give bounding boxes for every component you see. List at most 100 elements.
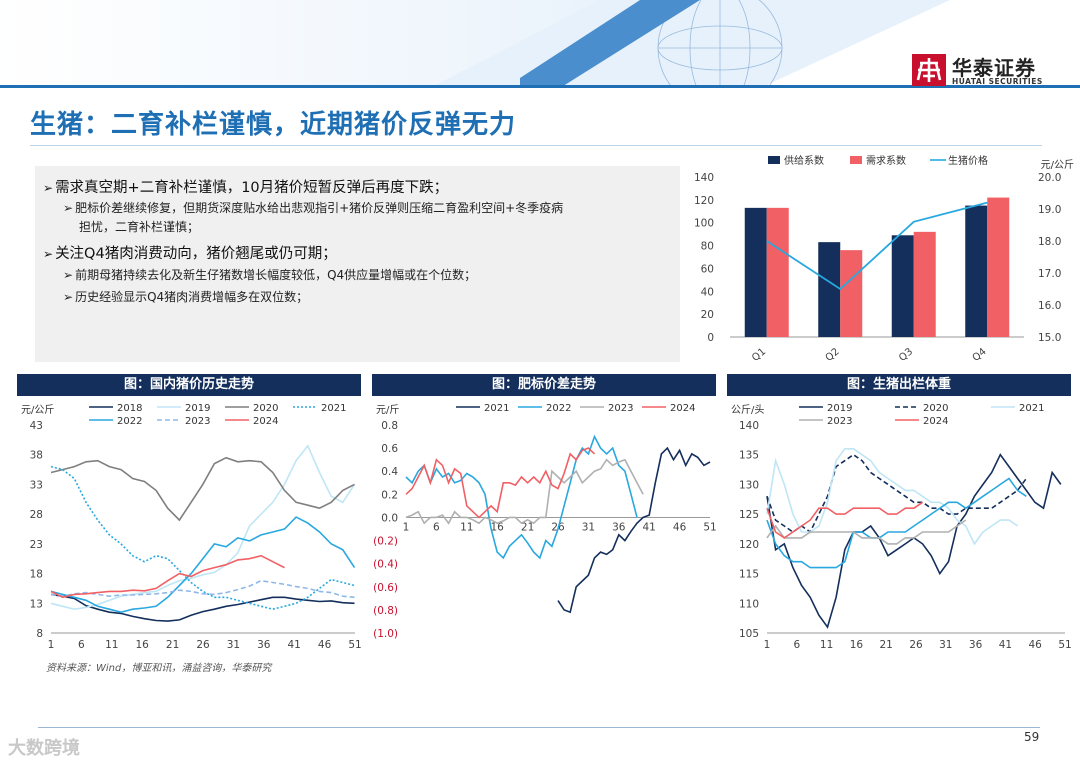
series-line-2024 bbox=[766, 501, 924, 539]
series-line-2019 bbox=[50, 444, 356, 611]
x-tick-label: 36 bbox=[969, 639, 983, 651]
y-tick-label: 0.2 bbox=[381, 489, 398, 501]
arrow-right-icon: ➢ bbox=[63, 201, 74, 215]
y-tick-label: 28 bbox=[30, 509, 43, 521]
y-tick-label: 23 bbox=[30, 539, 43, 551]
logo-en: HUATAI SECURITIES bbox=[952, 77, 1043, 86]
source-note: 资料来源：Wind，博亚和讯，涌益咨询，华泰研究 bbox=[46, 663, 272, 674]
x-tick-label: 41 bbox=[999, 639, 1012, 651]
y-tick-label: (1.0) bbox=[373, 628, 398, 640]
legend-label-2021: 2021 bbox=[321, 403, 346, 414]
y-tick-label: 13 bbox=[30, 598, 43, 610]
y2-tick-label: 17.0 bbox=[1038, 268, 1061, 280]
y-tick-label: 8 bbox=[36, 628, 43, 640]
x-tick-label: Q1 bbox=[750, 346, 768, 362]
x-tick-label: 51 bbox=[703, 521, 716, 533]
series-line-2022 bbox=[766, 477, 1027, 569]
panel-title-2: 图：肥标价差走势 bbox=[372, 374, 716, 396]
series-line-2021 bbox=[557, 446, 711, 614]
legend-label-2019: 2019 bbox=[827, 403, 852, 414]
pig-price-history-chart: 元/公斤 2018 2019 2020 2021 2022 2023 2024 8 13 18 23 2… bbox=[21, 403, 362, 651]
x-tick-label: 16 bbox=[491, 521, 505, 533]
bar-需求系数-Q3 bbox=[913, 231, 936, 337]
y-tick-label: 43 bbox=[30, 420, 43, 432]
x-tick-label: 11 bbox=[105, 639, 118, 651]
legend-label-2024: 2024 bbox=[253, 416, 278, 427]
series-line-2020 bbox=[50, 456, 355, 522]
bullet-2-2-text: 历史经验显示Q4猪肉消费增幅多在双位数； bbox=[75, 290, 309, 304]
series-line-2023 bbox=[50, 579, 355, 599]
bar-需求系数-Q2 bbox=[840, 250, 863, 337]
x-tick-label: 41 bbox=[288, 639, 301, 651]
title-divider bbox=[30, 145, 1042, 146]
y-tick-label: 80 bbox=[701, 241, 714, 253]
bullet-1-1-cont: 担忧，二育补栏谨慎； bbox=[79, 220, 200, 234]
x-tick-label: 46 bbox=[673, 521, 687, 533]
series-line-2023 bbox=[405, 458, 644, 525]
arrow-right-icon: ➢ bbox=[63, 290, 74, 304]
legend-label-2018: 2018 bbox=[117, 403, 142, 414]
y-tick-label: 33 bbox=[30, 479, 43, 491]
y-tick-label: 115 bbox=[739, 569, 759, 581]
y-tick-label: 0.0 bbox=[381, 512, 398, 524]
series-line-2022 bbox=[405, 434, 638, 560]
y-tick-label: (0.2) bbox=[373, 536, 398, 548]
y-tick-label: 105 bbox=[739, 628, 759, 640]
legend-label-2024: 2024 bbox=[670, 403, 695, 414]
summary-box: ➢ 需求真空期+二育补栏谨慎，10月猪价短暂反弹后再度下跌； ➢ 肥标价差继续修复，… bbox=[35, 166, 680, 362]
series-line-2022 bbox=[50, 516, 356, 614]
x-tick-label: 51 bbox=[348, 639, 361, 651]
watermark: 大数跨境 bbox=[8, 738, 80, 759]
x-tick-label: 31 bbox=[582, 521, 595, 533]
line-生猪价格 bbox=[766, 201, 988, 291]
bullet-2: ➢ 关注Q4猪肉消费动向，猪价翘尾或仍可期； bbox=[43, 242, 337, 263]
y-tick-label: 0.6 bbox=[381, 443, 398, 455]
y-tick-label: 140 bbox=[694, 172, 714, 184]
y2-tick-label: 20.0 bbox=[1038, 172, 1061, 184]
bar-供给系数-Q2 bbox=[818, 242, 841, 337]
bullet-1-text: 需求真空期+二育补栏谨慎，10月猪价短暂反弹后再度下跌； bbox=[55, 180, 449, 196]
supply-demand-chart: 供给系数 需求系数 生猪价格 元/公斤 0 20 40 60 80 100 120 140 15.0 16… bbox=[694, 154, 1074, 362]
x-tick-label: 6 bbox=[78, 639, 85, 651]
panel-title-1: 图：国内猪价历史走势 bbox=[17, 374, 361, 396]
x-tick-label: 36 bbox=[257, 639, 271, 651]
x-tick-label: 46 bbox=[318, 639, 332, 651]
y-tick-label: (0.8) bbox=[373, 605, 398, 617]
legend-swatch-0 bbox=[768, 156, 780, 164]
y-axis-label: 元/公斤 bbox=[21, 404, 54, 416]
y-tick-label: (0.4) bbox=[373, 559, 398, 571]
x-tick-label: 21 bbox=[880, 639, 893, 651]
panel-title-3: 图：生猪出栏体重 bbox=[727, 374, 1071, 396]
y-tick-label: 0.8 bbox=[381, 420, 398, 432]
x-tick-label: 11 bbox=[820, 639, 833, 651]
x-tick-label: Q3 bbox=[897, 346, 915, 362]
y-tick-label: 60 bbox=[701, 263, 714, 275]
x-tick-label: 26 bbox=[909, 639, 923, 651]
bullet-2-1: ➢ 前期母猪持续去化及新生仔猪数增长幅度较低，Q4供应量增幅或在个位数； bbox=[63, 266, 476, 283]
x-tick-label: 41 bbox=[643, 521, 656, 533]
y-tick-label: 140 bbox=[739, 420, 759, 432]
legend-label-2022: 2022 bbox=[117, 416, 142, 427]
y-tick-label: (0.6) bbox=[373, 582, 398, 594]
legend-label-1: 需求系数 bbox=[866, 154, 906, 167]
legend-label-2023: 2023 bbox=[608, 403, 633, 414]
bar-需求系数-Q1 bbox=[766, 207, 789, 337]
series-line-2024 bbox=[50, 554, 285, 599]
x-tick-label: 36 bbox=[612, 521, 626, 533]
bar-供给系数-Q3 bbox=[891, 235, 914, 337]
series-line-2019 bbox=[766, 453, 1062, 629]
y-axis-label: 元/斤 bbox=[376, 404, 399, 416]
series-line-2018 bbox=[50, 593, 355, 622]
y-tick-label: 0.4 bbox=[381, 466, 398, 478]
x-tick-label: 6 bbox=[433, 521, 440, 533]
arrow-right-icon: ➢ bbox=[63, 268, 74, 282]
legend-swatch-1 bbox=[850, 156, 862, 164]
x-tick-label: 31 bbox=[939, 639, 952, 651]
x-tick-label: 16 bbox=[136, 639, 150, 651]
x-tick-label: 21 bbox=[521, 521, 534, 533]
x-tick-label: 46 bbox=[1029, 639, 1043, 651]
y2-tick-label: 18.0 bbox=[1038, 236, 1061, 248]
bullet-2-2: ➢ 历史经验显示Q4猪肉消费增幅多在双位数； bbox=[63, 288, 308, 305]
legend-label-2022: 2022 bbox=[546, 403, 571, 414]
y-tick-label: 0 bbox=[707, 332, 714, 344]
